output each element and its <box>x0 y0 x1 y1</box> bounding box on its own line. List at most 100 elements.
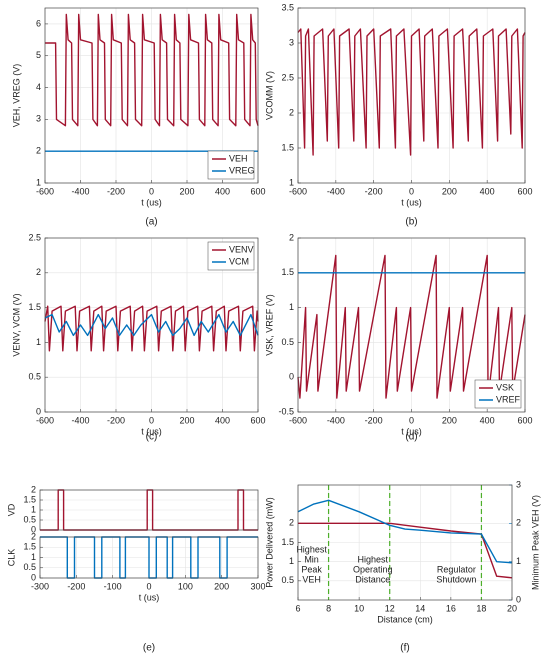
y-tick-label: 1 <box>31 552 36 562</box>
x-tick-label: -200 <box>365 186 383 196</box>
x-tick-label: -200 <box>365 415 383 425</box>
panel-caption: (b) <box>405 217 417 228</box>
x-tick-label: -400 <box>327 415 345 425</box>
x-tick-label: 600 <box>250 415 265 425</box>
y-tick-label: 2 <box>31 484 36 494</box>
legend-label: VREF <box>496 394 521 404</box>
y2-axis-label: Minimum Peak VEH (V) <box>530 495 540 590</box>
panel-caption: (d) <box>405 432 417 443</box>
data-line <box>297 499 513 564</box>
data-line <box>44 305 259 352</box>
y-tick-label: 0 <box>36 406 41 416</box>
x-tick-label: -400 <box>327 186 345 196</box>
y-tick-label: 1.5 <box>28 302 41 312</box>
y-axis-label: VENV, VCM (V) <box>11 293 21 356</box>
y-tick-label: 0.5 <box>281 575 294 585</box>
y-tick-label: 2 <box>289 232 294 242</box>
y-tick-label: 0 <box>31 524 36 534</box>
panel-caption: (f) <box>400 643 409 654</box>
y-axis-label: Power Delivered (mW) <box>264 497 274 588</box>
legend-label: VREG <box>229 165 255 175</box>
y-axis-label: VCOMM (V) <box>264 71 274 120</box>
x-tick-label: 0 <box>149 186 154 196</box>
x-tick-label: -100 <box>104 581 122 591</box>
y-tick-label: 6 <box>36 18 41 28</box>
x-tick-label: -200 <box>107 186 125 196</box>
legend-box <box>207 241 255 271</box>
y-tick-label: 1.5 <box>281 142 294 152</box>
y-tick-label: 1.5 <box>23 494 36 504</box>
y-tick-label: 1 <box>36 337 41 347</box>
x-tick-label: -600 <box>36 415 54 425</box>
y2-tick-label: 1 <box>516 556 521 566</box>
annotation: VEH <box>302 574 321 584</box>
x-tick-label: -400 <box>71 415 89 425</box>
axes-frame <box>297 7 526 184</box>
x-tick-label: 300 <box>250 581 265 591</box>
x-tick-label: 100 <box>178 581 193 591</box>
x-axis-label: Distance (cm) <box>377 614 433 624</box>
annotation: Peak <box>301 564 322 574</box>
x-tick-label: 10 <box>354 603 364 613</box>
x-tick-label: 200 <box>179 415 194 425</box>
annotation: Min <box>304 554 319 564</box>
legend-label: VEH <box>229 153 248 163</box>
legend-label: VENV <box>229 244 254 254</box>
x-tick-label: 400 <box>215 186 230 196</box>
x-tick-label: 14 <box>415 603 425 613</box>
x-tick-label: 200 <box>442 186 457 196</box>
y-tick-label: 2 <box>289 107 294 117</box>
axes-frame <box>39 489 259 531</box>
x-tick-label: -200 <box>67 581 85 591</box>
x-tick-label: -200 <box>107 415 125 425</box>
legend-box <box>207 150 255 180</box>
y-tick-label: 1 <box>289 556 294 566</box>
x-tick-label: 16 <box>446 603 456 613</box>
y-tick-label: 2 <box>31 531 36 541</box>
annotation: Highest <box>296 544 327 554</box>
data-line <box>298 522 513 579</box>
x-tick-label: 20 <box>507 603 517 613</box>
y-tick-label: 1 <box>289 177 294 187</box>
y2-tick-label: 2 <box>516 518 521 528</box>
x-axis-label: t (us) <box>401 426 422 436</box>
y-tick-label: 2 <box>36 267 41 277</box>
x-tick-label: 18 <box>476 603 486 613</box>
y-axis-label: VD <box>6 503 16 516</box>
y-tick-label: 2 <box>36 146 41 156</box>
legend-label: VSK <box>496 382 514 392</box>
x-tick-label: -600 <box>289 186 307 196</box>
axes-frame <box>297 484 513 601</box>
annotation: Highest <box>357 554 388 564</box>
x-tick-label: 200 <box>214 581 229 591</box>
y-axis-label: CLK <box>6 549 16 567</box>
y-tick-label: 1.5 <box>23 542 36 552</box>
y-tick-label: 0.5 <box>23 562 36 572</box>
data-line <box>44 313 259 337</box>
y2-tick-label: 0 <box>516 594 521 604</box>
y-tick-label: 4 <box>36 82 41 92</box>
y-tick-label: 3 <box>36 114 41 124</box>
y-tick-label: 2.5 <box>281 72 294 82</box>
y-tick-label: 0 <box>31 572 36 582</box>
panel-caption: (a) <box>145 217 157 228</box>
axes-frame <box>39 536 259 579</box>
y-tick-label: 3.5 <box>281 2 294 12</box>
x-tick-label: 600 <box>517 415 532 425</box>
y2-tick-label: 3 <box>516 479 521 489</box>
y-tick-label: -0.5 <box>278 406 294 416</box>
annotation: Operating <box>353 564 393 574</box>
y-tick-label: 1 <box>31 504 36 514</box>
x-tick-label: 0 <box>149 415 154 425</box>
x-tick-label: 0 <box>409 186 414 196</box>
y-tick-label: 0.5 <box>28 372 41 382</box>
x-tick-label: 400 <box>215 415 230 425</box>
x-tick-label: -600 <box>289 415 307 425</box>
y-tick-label: 1 <box>36 177 41 187</box>
x-tick-label: 600 <box>250 186 265 196</box>
x-axis-label: t (us) <box>141 426 162 436</box>
data-line <box>45 13 259 127</box>
y-tick-label: 1.5 <box>281 267 294 277</box>
y-tick-label: 3 <box>289 37 294 47</box>
x-tick-label: 0 <box>409 415 414 425</box>
